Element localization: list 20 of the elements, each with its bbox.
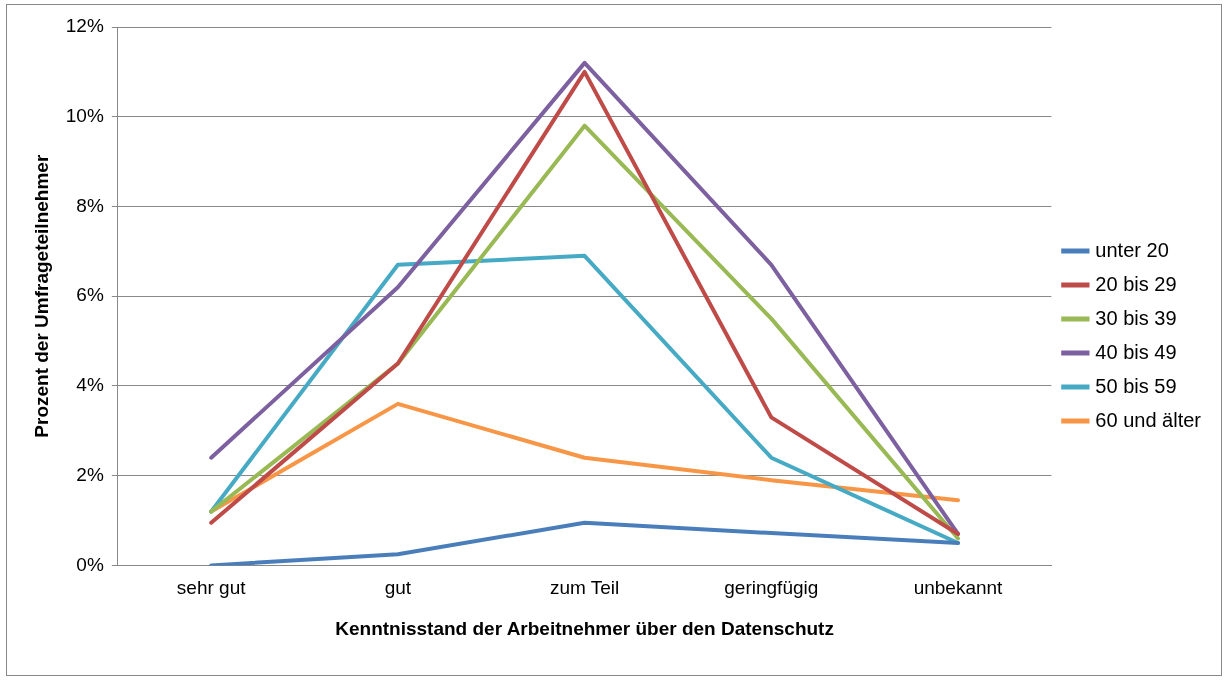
legend-label: unter 20 [1095,238,1169,261]
x-tick-label: geringfügig [724,577,819,599]
y-tick-label: 8% [76,194,104,216]
x-axis-title: Kenntnisstand der Arbeitnehmer über den Datenschutz [335,617,834,639]
x-tick-label: zum Teil [549,577,620,599]
legend-label: 20 bis 29 [1095,272,1177,295]
y-tick-label: 6% [76,284,104,306]
x-tick-label: unbekannt [913,577,1004,599]
y-tick-label: 4% [76,374,104,396]
y-tick-label: 10% [65,104,104,126]
legend-label: 60 und älter [1095,408,1202,431]
x-tick-label: gut [384,577,412,599]
y-axis-title: Prozent der Umfrageteilnehmer [30,154,52,438]
x-tick-label: sehr gut [176,577,247,599]
y-tick-label: 12% [65,15,104,37]
legend-label: 30 bis 39 [1095,306,1177,329]
legend-label: 40 bis 49 [1095,340,1177,363]
y-tick-label: 0% [76,553,104,575]
legend-label: 50 bis 59 [1095,374,1177,397]
y-tick-label: 2% [76,463,104,485]
